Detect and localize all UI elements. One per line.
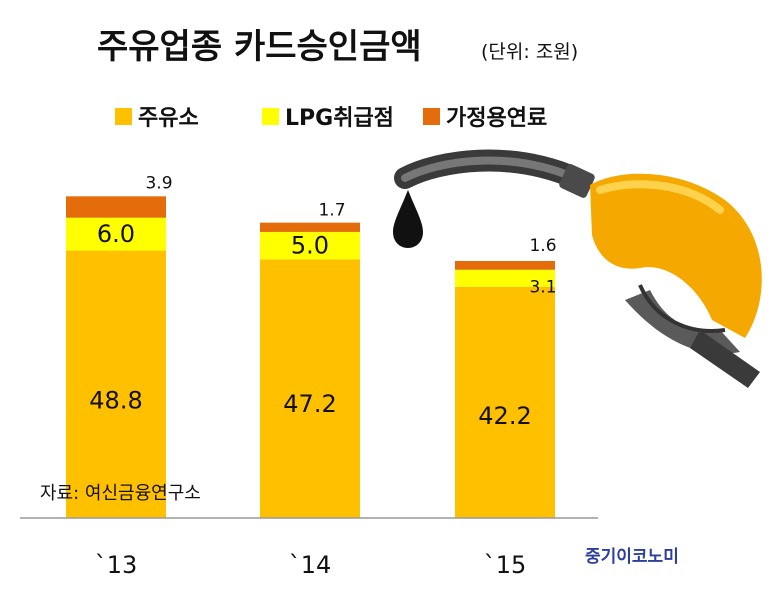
bar-segment-gas-station	[66, 250, 166, 519]
legend-swatch-home-fuel	[423, 108, 440, 125]
value-label-lpg: 5.0	[291, 232, 329, 260]
brand-logo: 중기이코노미	[585, 547, 679, 567]
x-tick-label: `13	[95, 551, 138, 579]
legend-swatch-gas-station	[115, 108, 132, 125]
value-label-gas-station: 42.2	[478, 402, 531, 430]
value-label-home-fuel: 1.6	[529, 236, 556, 256]
bar-segment-home-fuel	[260, 222, 360, 232]
source-note: 자료: 여신금융연구소	[40, 483, 201, 504]
x-tick-label: `15	[484, 551, 527, 579]
legend-label-lpg: LPG취급점	[285, 106, 394, 131]
value-label-home-fuel: 1.7	[318, 201, 345, 221]
legend: 주유소 LPG취급점 가정용연료	[115, 106, 547, 131]
fuel-nozzle-icon	[394, 149, 762, 388]
chart-title: 주유업종 카드승인금액	[97, 27, 422, 67]
value-label-gas-station: 48.8	[89, 386, 142, 414]
value-label-home-fuel: 3.9	[145, 173, 172, 193]
legend-label-gas-station: 주유소	[138, 106, 199, 131]
bar-segment-lpg	[66, 217, 166, 251]
bar-segment-home-fuel	[455, 260, 555, 270]
bar-segment-gas-station	[455, 286, 555, 518]
bars: 48.8 6.0 3.9 47.2 5.0 1.7 42.2 3.1 1.6	[66, 173, 557, 519]
bar-segment-home-fuel	[66, 196, 166, 218]
value-label-lpg: 3.1	[529, 277, 556, 297]
unit-label: (단위: 조원)	[481, 41, 578, 63]
x-tick-label: `14	[289, 551, 332, 579]
oil-drop-icon	[393, 190, 423, 248]
legend-label-home-fuel: 가정용연료	[446, 106, 547, 131]
value-label-lpg: 6.0	[97, 220, 135, 248]
bar-segment-gas-station	[260, 259, 360, 518]
legend-swatch-lpg	[262, 108, 279, 125]
bar-segment-lpg	[260, 231, 360, 260]
value-label-gas-station: 47.2	[283, 390, 336, 418]
bar-segment-lpg	[455, 269, 555, 287]
